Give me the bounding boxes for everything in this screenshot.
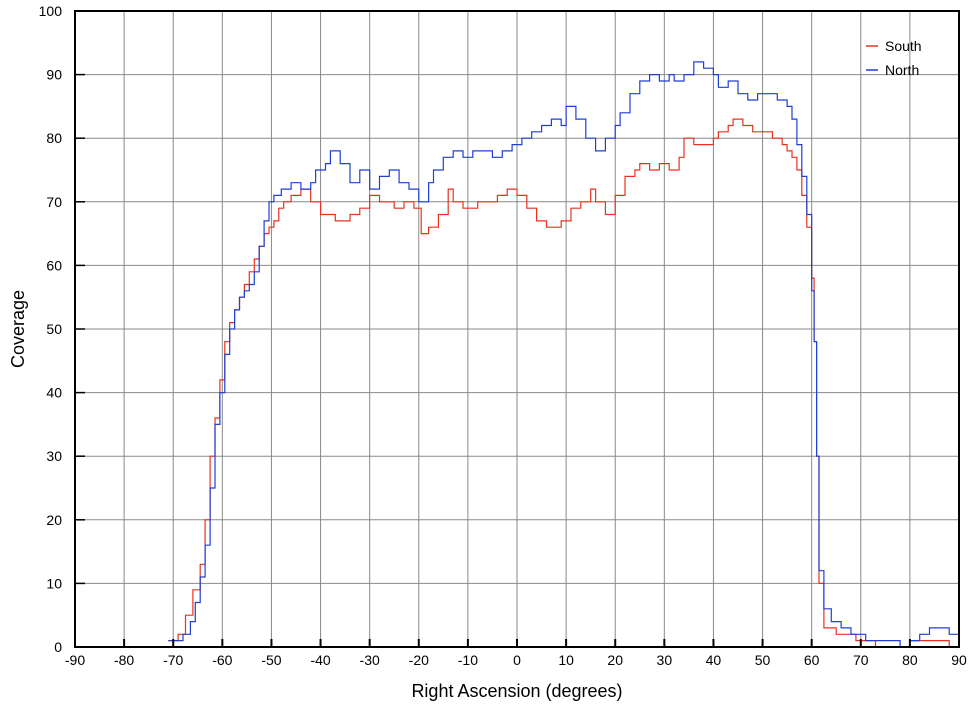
x-tick-label: 90 [951,652,967,668]
x-tick-label: 60 [804,652,820,668]
series-layer [168,61,960,648]
x-tick-label: -90 [65,652,85,668]
legend: South North [866,38,922,78]
x-tick-label: -80 [114,652,134,668]
x-tick-label: -70 [163,652,183,668]
y-tick-label: 30 [46,448,62,464]
legend-label-south: South [885,38,922,54]
x-tick-label: 50 [755,652,771,668]
y-tick-label: 50 [46,321,62,337]
y-tick-label: 90 [46,67,62,83]
y-tick-label: 60 [46,257,62,273]
x-axis-title: Right Ascension (degrees) [411,681,622,701]
x-tick-label: -30 [360,652,380,668]
series-line-north [168,61,960,648]
x-tick-label: 70 [853,652,869,668]
y-tick-label: 40 [46,385,62,401]
y-tick-label: 10 [46,575,62,591]
y-tick-label: 80 [46,130,62,146]
x-tick-label: -20 [409,652,429,668]
y-axis-title: Coverage [8,290,28,368]
x-tick-label: 80 [902,652,918,668]
x-tick-label: -50 [261,652,281,668]
y-tick-label: 20 [46,512,62,528]
x-tick-label: 40 [706,652,722,668]
x-tick-label: 30 [657,652,673,668]
x-tick-label: -10 [458,652,478,668]
x-tick-label: -40 [310,652,330,668]
ticks [74,10,960,648]
y-tick-label: 0 [54,639,62,655]
series-line-south [168,118,955,648]
x-tick-label: 0 [513,652,521,668]
legend-label-north: North [885,62,919,78]
x-tick-label: 20 [607,652,623,668]
y-tick-label: 70 [46,194,62,210]
x-tick-label: -60 [212,652,232,668]
y-tick-label: 100 [39,3,63,19]
tick-labels: -90 -80 -70 -60 -50 -40 -30 -20 -10 0 10 20 30 40 50 60… [39,3,967,668]
x-tick-label: 10 [558,652,574,668]
